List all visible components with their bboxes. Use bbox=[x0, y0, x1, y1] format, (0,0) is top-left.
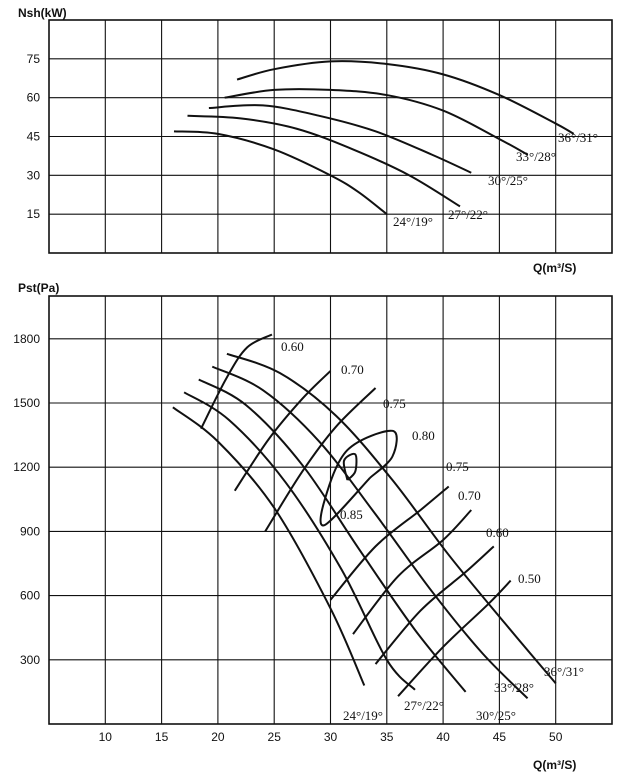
pressure-curve-30deg-25deg bbox=[198, 378, 467, 693]
power-curve-36deg-31deg bbox=[236, 60, 575, 135]
power-y-tick-label: 45 bbox=[27, 130, 41, 144]
pressure-curve-label-33deg-28deg: 33°/28° bbox=[494, 680, 534, 695]
efficiency-contours bbox=[200, 333, 512, 697]
efficiency-label-0-60: 0.60 bbox=[486, 525, 509, 540]
pressure-y-ticks: 300 600 900 1200 1500 1800 bbox=[13, 332, 40, 667]
pressure-x-tick-label: 45 bbox=[493, 730, 507, 744]
power-curve-label-24deg-19deg: 24°/19° bbox=[393, 214, 433, 229]
pressure-x-tick-label: 25 bbox=[268, 730, 282, 744]
efficiency-contour-0-70 bbox=[233, 370, 332, 492]
power-curves bbox=[173, 60, 575, 215]
power-curve-labels: 24°/19° 27°/22° 30°/25° 33°/28°36°/31° bbox=[393, 130, 598, 229]
power-curve-30deg-25deg bbox=[208, 104, 472, 174]
pressure-x-tick-label: 15 bbox=[155, 730, 169, 744]
pressure-x-tick-label: 20 bbox=[211, 730, 225, 744]
power-y-ticks: 15 30 45 60 75 bbox=[27, 52, 41, 221]
pressure-curve-24deg-19deg bbox=[172, 406, 366, 686]
pressure-curve-label-27deg-22deg: 27°/22° bbox=[404, 698, 444, 713]
efficiency-contour-0-85 bbox=[342, 452, 358, 481]
power-curve-label-33deg-28deg: 33°/28° bbox=[516, 149, 556, 164]
power-curve-label-27deg-22deg: 27°/22° bbox=[448, 207, 488, 222]
pressure-y-tick-label: 1500 bbox=[13, 396, 40, 410]
efficiency-label-0-50: 0.50 bbox=[518, 571, 541, 586]
power-curve-label-36deg-31deg: 36°/31° bbox=[558, 130, 598, 145]
pressure-y-tick-label: 1200 bbox=[13, 460, 40, 474]
efficiency-labels: 0.60 0.70 0.75 0.80 0.75 0.70 0.60 0.50 0.85 bbox=[281, 339, 541, 586]
efficiency-contour-0-60 bbox=[374, 545, 495, 665]
pressure-x-axis-label: Q(m³/S) bbox=[533, 758, 576, 772]
pressure-chart: Pst(Pa) Q(m³/S) 300 600 900 1200 1500 1800 10… bbox=[13, 281, 613, 772]
efficiency-contour-0-60 bbox=[200, 333, 273, 430]
pressure-x-tick-label: 10 bbox=[99, 730, 113, 744]
pressure-curves bbox=[172, 352, 557, 700]
efficiency-contour-0-70 bbox=[352, 509, 472, 635]
efficiency-label-0-75: 0.75 bbox=[383, 396, 406, 411]
efficiency-label-0-75: 0.75 bbox=[446, 459, 469, 474]
efficiency-label-0-70: 0.70 bbox=[341, 362, 364, 377]
efficiency-label-0-70: 0.70 bbox=[458, 488, 481, 503]
pressure-curve-33deg-28deg bbox=[211, 365, 529, 700]
pressure-curve-27deg-22deg bbox=[183, 391, 416, 691]
power-y-tick-label: 75 bbox=[27, 52, 41, 66]
efficiency-label-0-80: 0.80 bbox=[412, 428, 435, 443]
efficiency-contour-0-50 bbox=[397, 579, 512, 697]
efficiency-contour-0-75 bbox=[329, 485, 450, 601]
power-y-tick-label: 15 bbox=[27, 207, 41, 221]
efficiency-label-0-85: 0.85 bbox=[340, 507, 363, 522]
pressure-y-tick-label: 600 bbox=[20, 589, 40, 603]
power-grid bbox=[48, 19, 613, 254]
pressure-curve-label-24deg-19deg: 24°/19° bbox=[343, 708, 383, 723]
efficiency-contour-0-75 bbox=[264, 387, 377, 532]
pressure-x-tick-label: 40 bbox=[436, 730, 450, 744]
power-curve-label-30deg-25deg: 30°/25° bbox=[488, 173, 528, 188]
pressure-curve-labels: 24°/19° 27°/22° 30°/25° 33°/28° 36°/31° bbox=[343, 664, 584, 723]
power-chart: Nsh(kW) Q(m³/S) 15 30 45 60 75 24°/19° 27°/22… bbox=[18, 6, 613, 275]
power-axis-label: Nsh(kW) bbox=[18, 6, 67, 20]
pressure-curve-label-30deg-25deg: 30°/25° bbox=[476, 708, 516, 723]
pressure-x-tick-label: 30 bbox=[324, 730, 338, 744]
pressure-curve-label-36deg-31deg: 36°/31° bbox=[544, 664, 584, 679]
pressure-grid bbox=[48, 295, 613, 725]
pressure-x-ticks: 10 15 20 25 30 35 40 45 50 bbox=[99, 730, 563, 744]
efficiency-label-0-60: 0.60 bbox=[281, 339, 304, 354]
pressure-y-tick-label: 900 bbox=[20, 524, 40, 538]
pressure-curve-36deg-31deg bbox=[226, 352, 557, 684]
power-curve-27deg-22deg bbox=[187, 114, 461, 208]
power-y-tick-label: 60 bbox=[27, 91, 41, 105]
power-curve-24deg-19deg bbox=[173, 130, 388, 215]
pressure-y-tick-label: 1800 bbox=[13, 332, 40, 346]
power-x-axis-label: Q(m³/S) bbox=[533, 261, 576, 275]
pressure-x-tick-label: 35 bbox=[380, 730, 394, 744]
pressure-x-tick-label: 50 bbox=[549, 730, 563, 744]
power-y-tick-label: 30 bbox=[27, 168, 41, 182]
power-curve-33deg-28deg bbox=[224, 88, 529, 156]
pressure-y-tick-label: 300 bbox=[20, 653, 40, 667]
efficiency-contour-0-80 bbox=[319, 429, 398, 527]
pressure-axis-label: Pst(Pa) bbox=[18, 281, 59, 295]
